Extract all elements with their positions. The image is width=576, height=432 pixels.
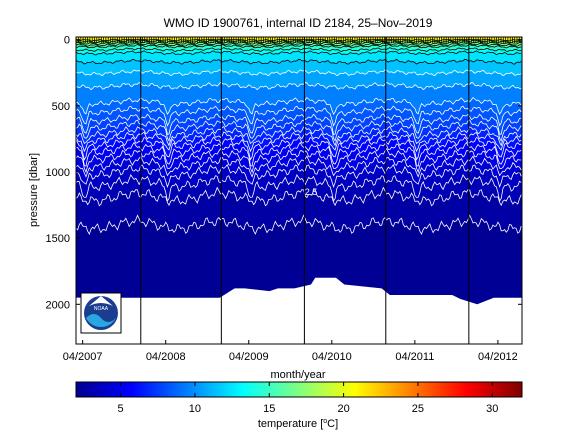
isotherm-16 [76, 42, 522, 47]
isotherm-6-5 [76, 131, 522, 153]
colorbar-tick-label: 30 [486, 403, 498, 415]
colorbar-ticks: 5 10 15 20 25 30 [118, 382, 498, 415]
y-tick-label: 2000 [46, 299, 70, 311]
isotherm-8 [76, 113, 522, 136]
contour-label: 2.5 [305, 187, 318, 197]
isotherm-18 [76, 39, 522, 44]
plot-area [76, 37, 522, 344]
isotherm-11 [76, 69, 522, 77]
isotherm-3-5 [76, 174, 522, 203]
contour-labels: 2.5 [305, 187, 318, 197]
x-tick-label: 04/2007 [63, 351, 103, 363]
isotherm-4-5 [76, 155, 522, 178]
x-tick-label: 04/2010 [312, 351, 352, 363]
isotherm-4 [76, 164, 522, 189]
svg-text:NOAA: NOAA [94, 306, 109, 312]
isotherm-14 [76, 47, 522, 52]
profile-ticks [78, 37, 522, 43]
x-axis: 04/2007 04/2008 04/2009 04/2010 04/2011 04/20… [63, 340, 518, 363]
y-tick-label: 1000 [46, 167, 70, 179]
x-tick-label: 04/2009 [229, 351, 269, 363]
isotherm-15 [76, 44, 522, 49]
isotherm-8-5 [76, 105, 522, 127]
colorbar-tick-label: 25 [412, 403, 424, 415]
colorbar-label-prefix: temperature [ [258, 418, 323, 430]
isotherm-contours [76, 39, 522, 235]
x-tick-label: 04/2011 [395, 351, 434, 363]
colorbar-tick-label: 5 [118, 403, 124, 415]
chart-title: WMO ID 1900761, internal ID 2184, 25–Nov… [164, 16, 433, 30]
colorbar-label: temperature [oC] [258, 418, 338, 430]
year-separators [140, 37, 470, 344]
isotherm-3 [76, 186, 522, 207]
noaa-logo: NOAA [80, 292, 122, 334]
colorbar [75, 381, 523, 398]
isotherm-20 [76, 39, 522, 42]
isotherm-5 [76, 147, 522, 174]
y-tick-label: 500 [52, 101, 70, 113]
isotherm-7 [76, 126, 522, 147]
colorbar-label-suffix: C] [327, 418, 338, 430]
y-tick-label: 1500 [46, 233, 70, 245]
y-axis-label: pressure [dbar] [28, 153, 40, 227]
isotherm-12 [76, 58, 522, 65]
colorbar-tick-label: 10 [189, 403, 201, 415]
isotherm-6 [76, 136, 522, 161]
no-data-region [76, 277, 522, 344]
y-axis: 0 500 1000 1500 2000 [46, 35, 522, 311]
isotherm-10 [76, 81, 522, 91]
colorbar-tick-label: 20 [337, 403, 349, 415]
isotherm-5-5 [76, 141, 522, 167]
colorbar-tick-label: 15 [263, 403, 275, 415]
isotherm-17 [76, 40, 522, 45]
isotherm-9 [76, 97, 522, 116]
isotherm-7-5 [76, 119, 522, 142]
plot-frame [75, 36, 523, 345]
x-tick-label: 04/2008 [146, 351, 186, 363]
isotherm-2-5 [76, 214, 522, 235]
x-axis-label: month/year [270, 369, 325, 381]
y-tick-label: 0 [64, 35, 70, 47]
colorbar-label-degree: o [323, 418, 327, 425]
isotherm-13 [76, 50, 522, 56]
x-tick-label: 04/2012 [478, 351, 518, 363]
